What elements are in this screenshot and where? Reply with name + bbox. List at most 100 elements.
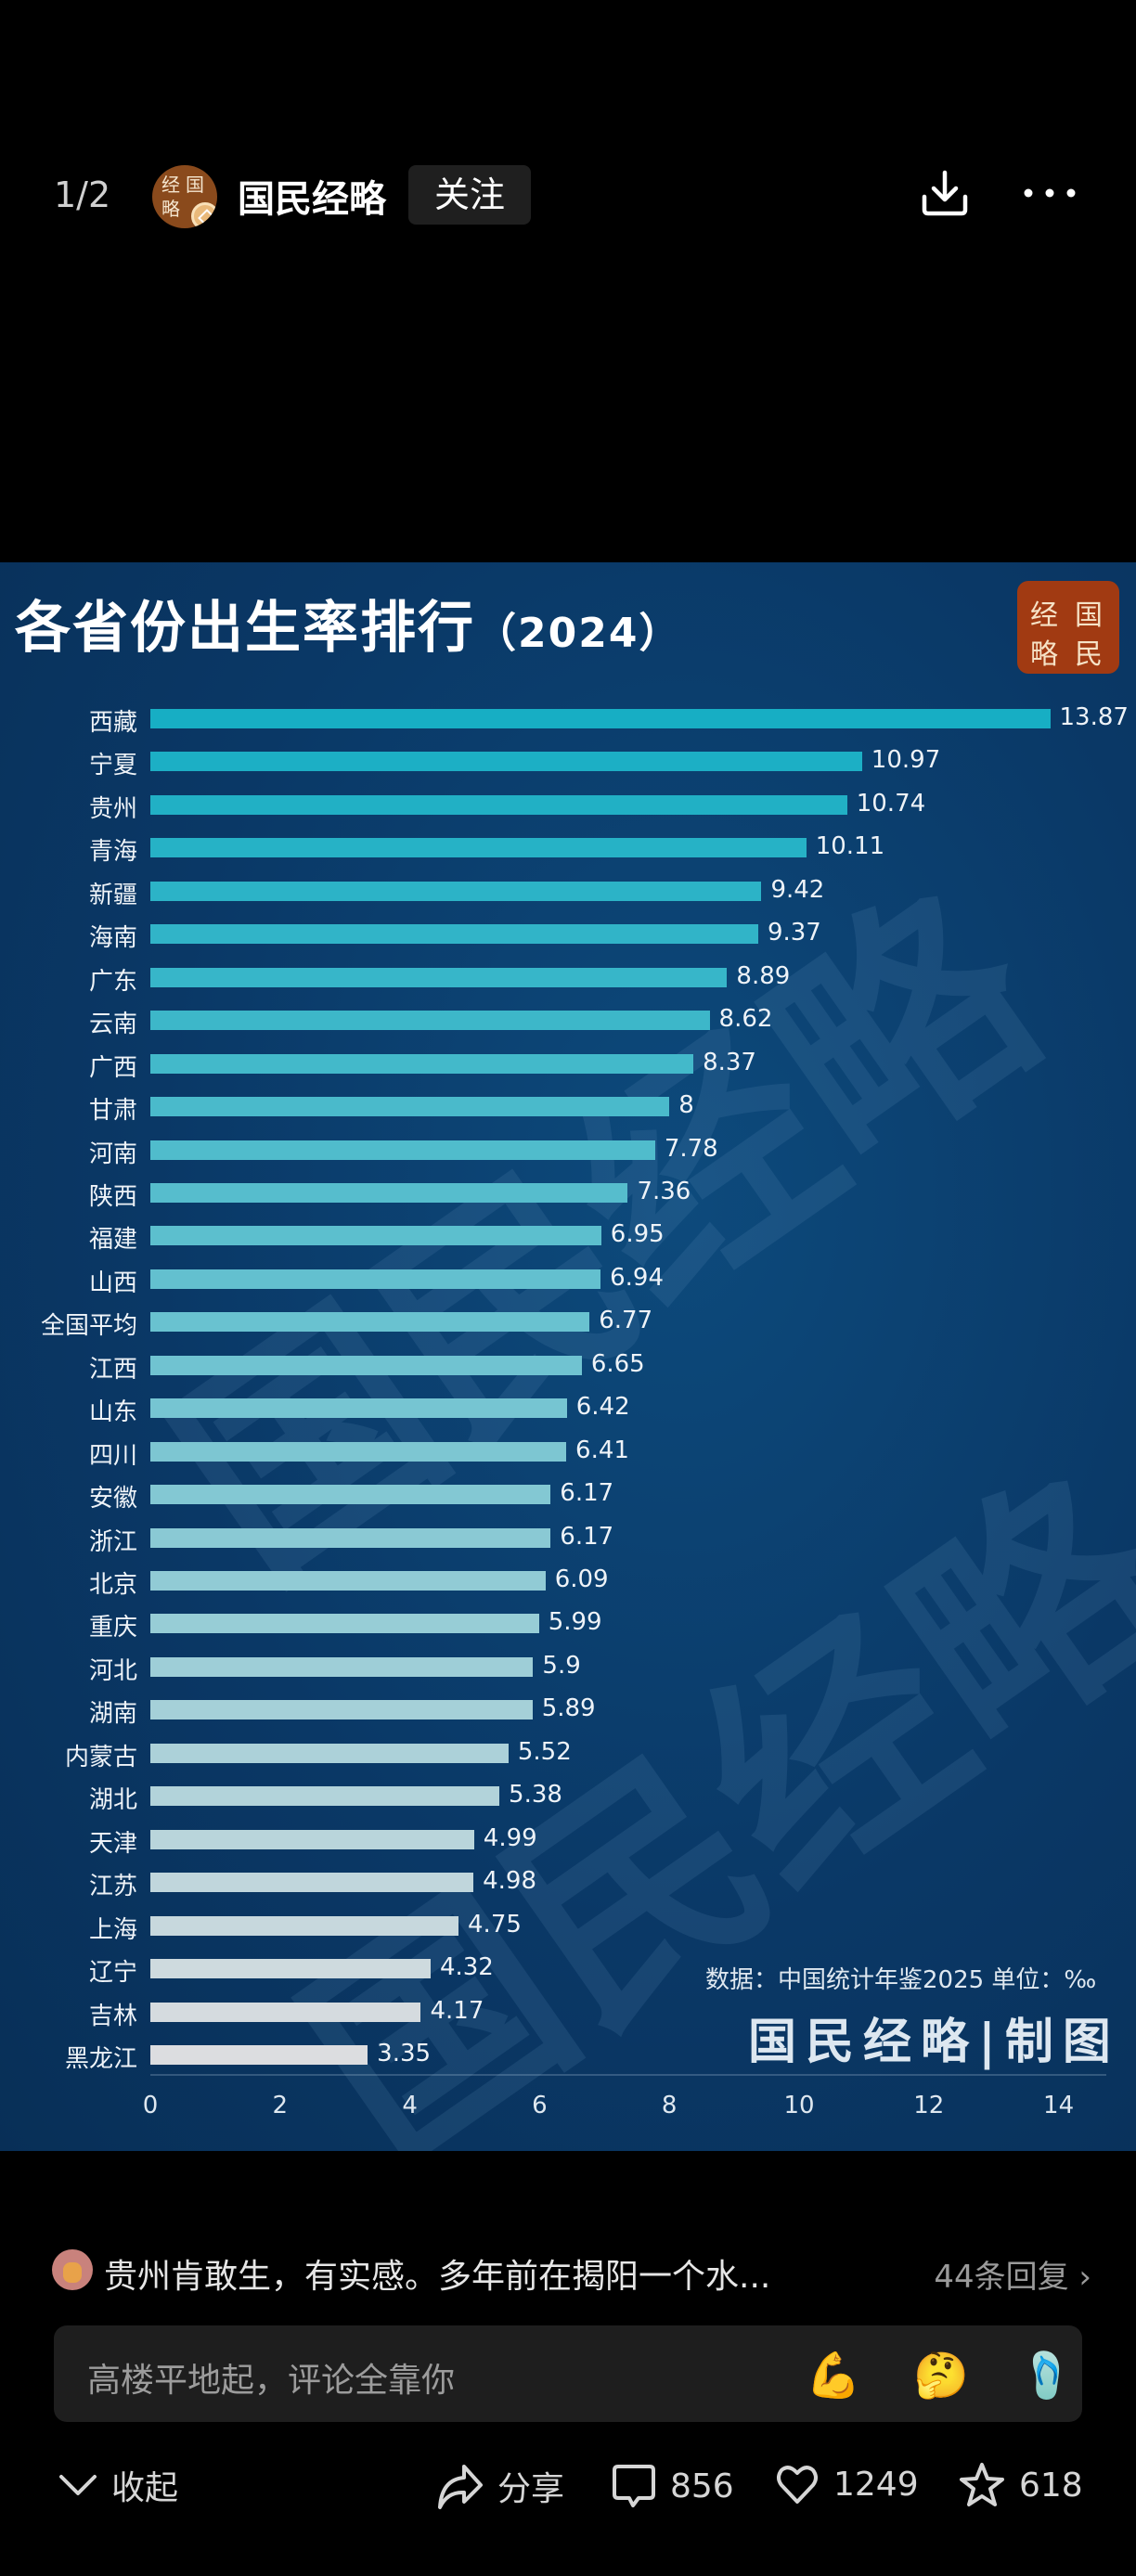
category-label: 陕西 [88,1182,137,1211]
value-label: 9.42 [770,875,825,904]
bar [150,794,847,815]
top-bar: 1/2 经 国 略 国民经略 关注 [0,156,1136,234]
bar [150,1873,474,1893]
bar [150,709,1051,728]
comment-text: 贵州肯敢生，有实感。多年前在揭阳一个水... [104,2258,771,2296]
value-label: 5.9 [542,1651,581,1680]
bar [150,1182,628,1203]
bar [150,1269,601,1289]
category-label: 吉林 [88,2002,137,2030]
category-label: 北京 [88,1571,137,1599]
heart-icon [777,2466,818,2504]
bar [150,924,758,945]
bar [150,1140,655,1160]
category-label: 福建 [88,1226,137,1255]
bar [150,1700,533,1720]
bar [150,1829,474,1849]
x-tick-label: 14 [1043,2092,1075,2119]
value-label: 6.09 [554,1565,609,1593]
category-label: 湖北 [88,1786,137,1815]
x-tick-label: 0 [142,2092,159,2119]
bar [150,1527,551,1548]
value-label: 5.99 [548,1608,602,1637]
comment-input-placeholder: 高楼平地起，评论全靠你 [87,2362,456,2400]
category-label: 新疆 [88,881,137,909]
share-icon [438,2465,483,2509]
thinking-face-emoji-icon[interactable]: 🤔 [913,2350,969,2402]
value-label: 6.77 [599,1307,653,1335]
category-label: 江苏 [88,1873,137,1901]
value-label: 4.75 [468,1910,522,1938]
share-button[interactable]: 分享 [434,2461,564,2511]
bar [150,1786,500,1807]
value-label: 4.99 [483,1823,537,1852]
flexed-biceps-emoji-icon[interactable]: 💪 [806,2350,861,2402]
category-label: 江西 [88,1355,137,1384]
value-label: 8.62 [718,1005,773,1034]
bar [150,1097,670,1117]
author-name[interactable]: 国民经略 [238,178,386,221]
top-comment[interactable]: 贵州肯敢生，有实感。多年前在揭阳一个水... 44条回复 › [52,2244,1091,2296]
category-label: 全国平均 [40,1312,137,1341]
comments-button[interactable]: 856 [611,2461,734,2511]
slipper-emoji-icon[interactable]: 🩴 [1019,2350,1075,2402]
page-indicator: 1/2 [54,174,111,215]
category-label: 重庆 [88,1614,137,1642]
value-label: 6.95 [610,1220,665,1249]
category-label: 四川 [88,1441,137,1470]
star-icon [960,2463,1004,2506]
value-label: 5.38 [509,1781,562,1810]
bar [150,1485,551,1505]
category-label: 上海 [88,1915,137,1944]
chart-maker: 国民经略|制图 [748,2014,1120,2070]
view-replies-link[interactable]: 44条回复 › [934,2259,1091,2296]
category-label: 青海 [88,838,137,867]
value-label: 8.37 [703,1048,756,1076]
collapse-button[interactable]: 收起 [58,2461,178,2509]
category-label: 河北 [88,1656,137,1685]
category-label: 宁夏 [88,752,137,780]
bar [150,1614,539,1634]
bar [150,967,728,987]
value-label: 5.89 [541,1694,596,1723]
category-label: 西藏 [88,709,137,737]
value-label: 5.52 [517,1737,572,1766]
value-label: 6.94 [610,1263,664,1292]
value-label: 10.11 [815,832,885,861]
action-bar: 收起 分享 856 1249 618 [0,2455,1136,2520]
chart-title: 各省份出生率排行（2024） [15,596,682,661]
x-tick-label: 12 [913,2092,945,2119]
value-label: 13.87 [1059,703,1129,731]
category-label: 甘肃 [88,1097,137,1126]
comment-input[interactable]: 高楼平地起，评论全靠你 💪 🤔 🩴 [54,2325,1082,2422]
author-avatar[interactable]: 经 国 略 [152,165,217,228]
bar [150,1011,710,1031]
comment-icon [613,2465,655,2507]
like-button[interactable]: 1249 [774,2461,919,2507]
follow-button[interactable]: 关注 [408,165,531,225]
x-tick-label: 2 [272,2092,289,2119]
bar [150,2002,421,2022]
value-label: 7.36 [637,1177,691,1205]
value-label: 3.35 [377,2039,432,2067]
category-label: 黑龙江 [64,2044,137,2073]
value-label: 6.17 [560,1522,614,1551]
category-label: 广西 [88,1053,137,1082]
favorite-button[interactable]: 618 [958,2461,1083,2509]
download-icon[interactable] [921,169,969,219]
value-label: 9.37 [767,919,821,947]
value-label: 4.98 [483,1867,536,1896]
bar [150,1743,509,1763]
value-label: 8.89 [736,961,791,990]
category-label: 山西 [88,1269,137,1297]
category-label: 云南 [88,1011,137,1039]
brand-logo: 经 国 略 民 [1017,581,1119,674]
bar [150,1398,567,1419]
bar [150,1355,582,1375]
more-icon[interactable] [1023,184,1077,202]
bar [150,1312,590,1333]
bar [150,1053,694,1074]
bar [150,752,862,772]
category-label: 河南 [88,1140,137,1168]
bar [150,2044,368,2065]
